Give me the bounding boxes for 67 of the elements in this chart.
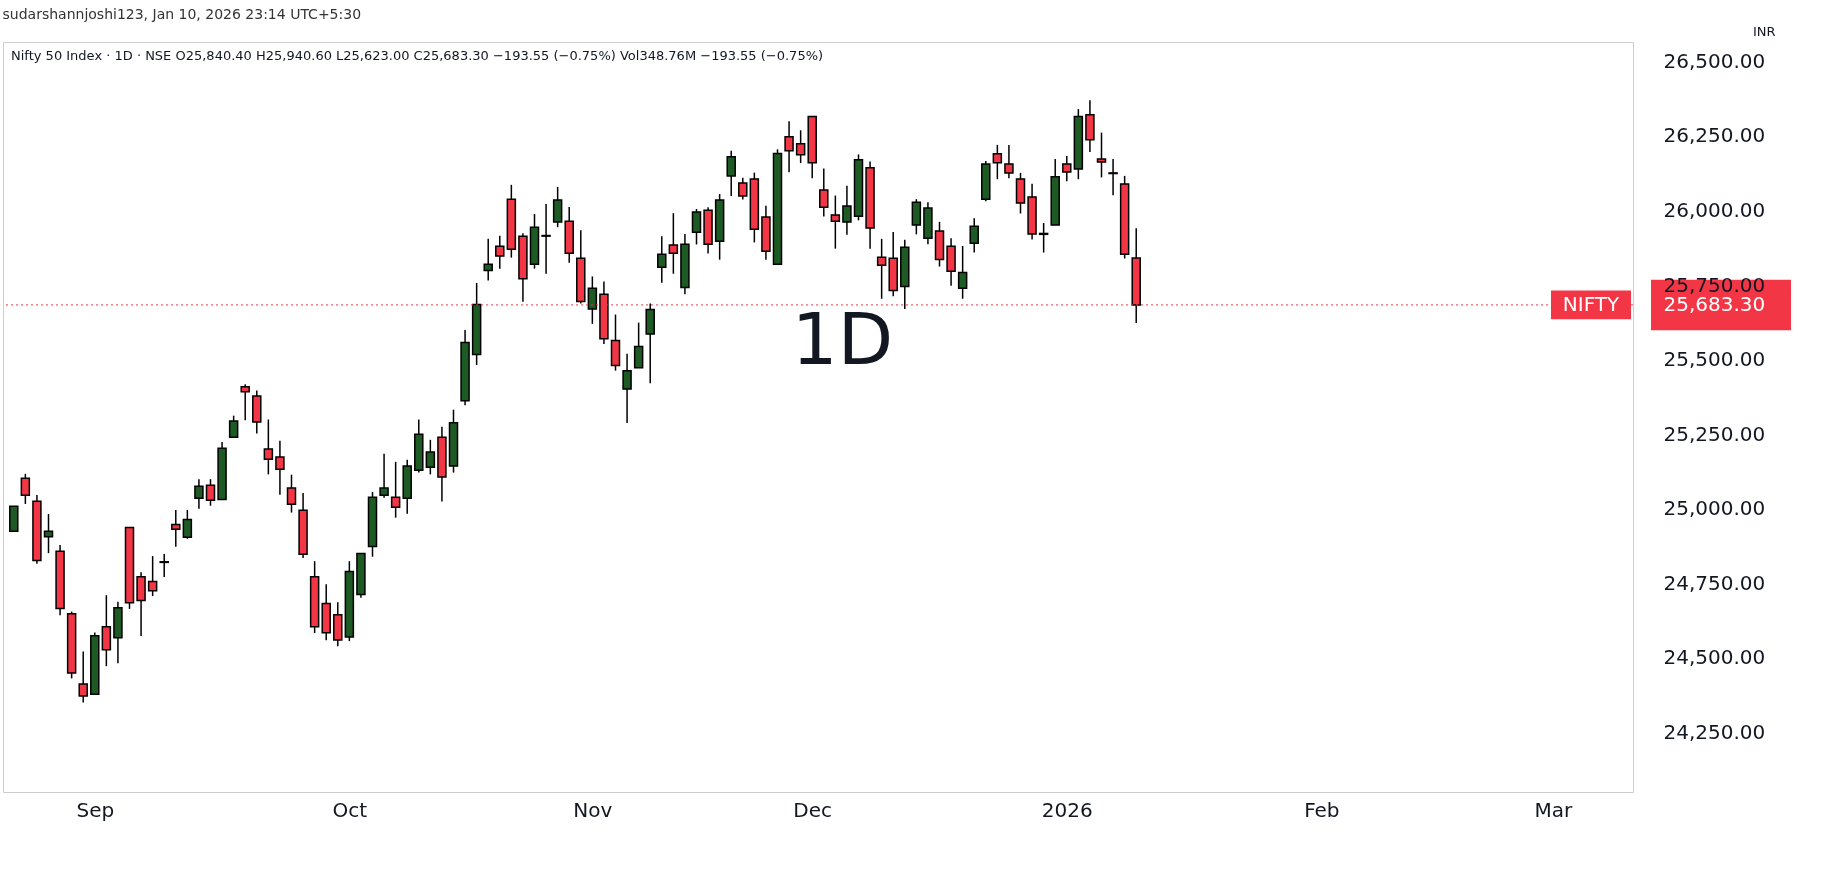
candlestick xyxy=(633,321,644,369)
candlestick xyxy=(1096,131,1107,179)
candlestick xyxy=(425,439,436,476)
y-tick-label: 26,250.00 xyxy=(1663,123,1766,148)
candlestick xyxy=(1038,222,1049,254)
y-tick-label: 24,500.00 xyxy=(1663,645,1766,670)
candlestick xyxy=(657,235,667,284)
candlestick xyxy=(842,184,852,236)
annotation: 1D xyxy=(791,297,894,381)
candlestick xyxy=(992,144,1003,180)
candlestick xyxy=(136,571,146,637)
y-tick-label: 25,250.00 xyxy=(1663,421,1766,446)
x-tick-label: Feb xyxy=(1304,797,1340,822)
candlestick xyxy=(147,555,158,597)
candlestick xyxy=(830,194,841,250)
candlestick xyxy=(240,383,250,421)
candlestick xyxy=(668,212,679,275)
x-tick-label: Sep xyxy=(76,797,115,822)
candlestick xyxy=(379,453,389,499)
candlestick xyxy=(691,208,702,246)
y-tick-label: 25,000.00 xyxy=(1663,496,1766,521)
x-tick-label: Oct xyxy=(332,797,368,822)
y-tick-label: 24,250.00 xyxy=(1663,719,1766,744)
y-tick-label: 25,750.00 xyxy=(1663,272,1766,297)
candlestick xyxy=(1004,144,1014,180)
x-tick-label: Mar xyxy=(1534,797,1573,822)
candlestick xyxy=(263,418,274,476)
candlestick xyxy=(819,167,829,218)
candlestick xyxy=(205,478,216,507)
candlestick xyxy=(286,473,297,514)
text: sudarshannjoshi123, Jan 10, 2026 23:14 UTC+5:30 xyxy=(2,6,362,22)
candlestick xyxy=(541,203,551,275)
ref-line-label: NIFTY xyxy=(1562,291,1620,316)
candlestick xyxy=(552,186,563,228)
candlestick xyxy=(171,509,181,548)
candlestick xyxy=(784,120,794,174)
candlestick xyxy=(182,509,193,540)
x-tick-label: Dec xyxy=(793,797,833,822)
x-tick-label: Nov xyxy=(573,797,613,822)
chart-title: Nifty 50 Index · 1D · NSE O25,840.40 H25,940.60 L25,623.00 C25,683.30 −193.55 (−0.75%) Vol348.76M −193.55 (−0.75%) xyxy=(11,48,824,63)
y-tick-label: 25,500.00 xyxy=(1663,347,1766,372)
candlestick xyxy=(390,461,401,519)
candlestick xyxy=(795,129,806,164)
x-tick-label: 2026 xyxy=(1041,797,1093,822)
y-tick-label: 24,750.00 xyxy=(1663,570,1766,595)
candlestick xyxy=(483,238,493,282)
candlestick xyxy=(101,594,112,667)
candlestick xyxy=(587,275,598,325)
candlestick xyxy=(78,650,88,704)
candlestick xyxy=(1108,158,1118,197)
candlestick xyxy=(622,352,632,424)
candlestick xyxy=(1062,155,1072,183)
candlestick xyxy=(876,238,887,300)
candlestick xyxy=(957,245,968,300)
text: INR xyxy=(1753,24,1776,39)
candlestick xyxy=(495,235,505,270)
candlestick xyxy=(194,478,204,510)
y-tick-label: 26,500.00 xyxy=(1663,48,1766,73)
candlestick xyxy=(726,150,736,197)
candlestick xyxy=(159,553,169,578)
candlestick xyxy=(20,473,31,505)
candlestick xyxy=(969,217,979,254)
candlestick xyxy=(911,198,922,236)
candlestick xyxy=(275,439,285,496)
candlestick xyxy=(738,176,748,201)
y-tick-label: 26,000.00 xyxy=(1663,197,1766,222)
candlestick xyxy=(228,414,239,438)
